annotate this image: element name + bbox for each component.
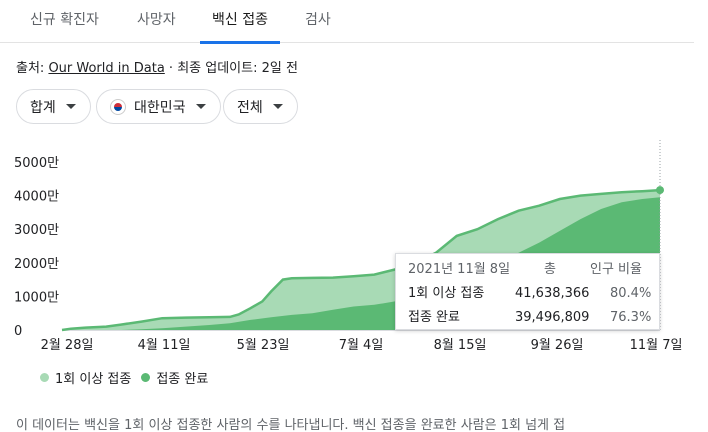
- chart-legend: 1회 이상 접종 접종 완료: [40, 368, 218, 387]
- legend-label: 1회 이상 접종: [55, 372, 132, 387]
- y-tick-label: 4000만: [14, 190, 59, 205]
- legend-label: 접종 완료: [156, 372, 209, 387]
- series-line: [61, 188, 661, 332]
- metric-dropdown-label: 합계: [30, 99, 56, 116]
- tooltip-col-total: 총: [544, 262, 556, 277]
- tooltip-row-ratio: 76.3%: [610, 310, 652, 325]
- x-tick-label: 4월 11일: [138, 338, 191, 353]
- data-point[interactable]: [656, 186, 664, 195]
- y-tick-label: 2000만: [14, 257, 59, 272]
- last-updated: · 최종 업데이트: 2일 전: [164, 61, 298, 76]
- tab-tests[interactable]: 검사: [305, 12, 331, 28]
- tooltip-col-ratio: 인구 비율: [590, 262, 642, 277]
- tooltip-row-label: 접종 완료: [408, 310, 460, 325]
- chevron-down-icon: [65, 104, 76, 109]
- legend-dot-icon: [141, 373, 151, 382]
- tooltip-row-ratio: 80.4%: [610, 286, 652, 301]
- source-link[interactable]: Our World in Data: [48, 61, 165, 76]
- chevron-down-icon: [272, 104, 283, 109]
- korea-flag-icon: [110, 98, 126, 115]
- source-line: 출처: Our World in Data · 최종 업데이트: 2일 전: [16, 57, 298, 76]
- legend-dot-icon: [40, 373, 49, 382]
- tooltip-row-value: 41,638,366: [515, 286, 590, 301]
- country-dropdown-label: 대한민국: [134, 99, 186, 116]
- x-tick-label: 8월 15일: [434, 338, 487, 353]
- y-tick-label: 0: [14, 324, 22, 339]
- tab-new-cases[interactable]: 신규 확진자: [30, 12, 99, 28]
- tooltip-date: 2021년 11월 8일: [408, 262, 511, 277]
- x-tick-label: 5월 23일: [237, 338, 290, 353]
- y-tick-label: 1000만: [14, 290, 59, 305]
- description-text: 이 데이터는 백신을 1회 이상 접종한 사람의 수를 나타냅니다. 백신 접종…: [16, 418, 566, 432]
- x-tick-label: 9월 26일: [531, 338, 584, 353]
- x-tick-label: 7월 4일: [339, 338, 384, 353]
- x-tick-label: 2월 28일: [41, 338, 94, 353]
- metric-dropdown[interactable]: 합계: [16, 89, 91, 124]
- range-dropdown[interactable]: 전체: [223, 89, 298, 124]
- chevron-down-icon: [195, 104, 206, 109]
- tab-vaccination[interactable]: 백신 접종: [200, 0, 280, 44]
- y-tick-label: 3000만: [14, 223, 59, 238]
- tab-bar: 신규 확진자 사망자 백신 접종 검사: [0, 0, 694, 44]
- legend-item[interactable]: 1회 이상 접종: [40, 368, 131, 387]
- y-tick-label: 5000만: [14, 156, 59, 171]
- tab-deaths[interactable]: 사망자: [137, 12, 176, 28]
- legend-item[interactable]: 접종 완료: [141, 368, 208, 387]
- range-dropdown-label: 전체: [237, 99, 263, 116]
- x-tick-label: 11월 7일: [630, 338, 683, 353]
- tooltip-row-label: 1회 이상 접종: [408, 286, 485, 301]
- country-dropdown[interactable]: 대한민국: [96, 89, 221, 124]
- source-prefix: 출처:: [16, 61, 49, 76]
- tooltip-row-value: 39,496,809: [515, 310, 590, 325]
- chart-tooltip: 2021년 11월 8일 총 인구 비율 1회 이상 접종 41,638,366…: [395, 253, 660, 330]
